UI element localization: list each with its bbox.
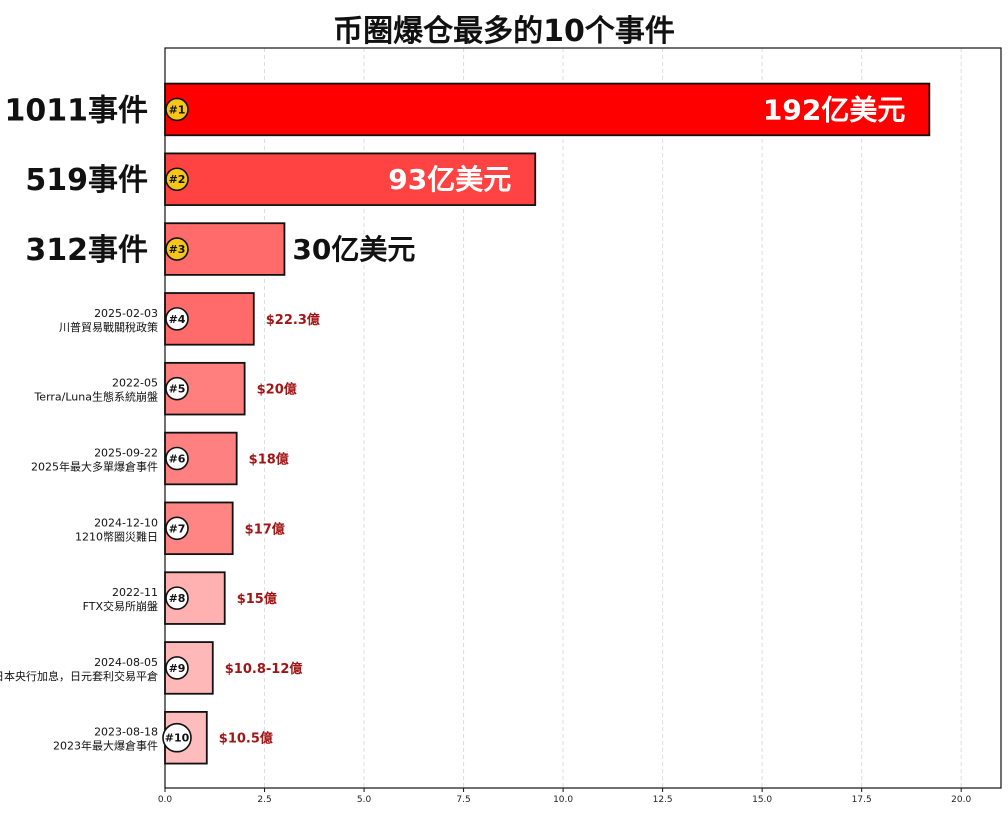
category-label: 1210幣圈災難日 <box>75 530 158 543</box>
rank-badge <box>165 376 189 401</box>
rank-badge-label: #1 <box>169 103 186 116</box>
value-label: $22.3億 <box>266 312 320 328</box>
bar <box>164 82 931 137</box>
rank-badge-label: #4 <box>169 313 186 326</box>
rank-badge-label: #10 <box>165 732 190 745</box>
rank-badge <box>162 722 192 753</box>
rank-badge-label: #9 <box>169 662 186 675</box>
value-label: $20億 <box>257 382 297 398</box>
x-tick-label: 17.5 <box>852 795 872 805</box>
x-tick-label: 2.5 <box>257 795 271 805</box>
category-label: 2023年最大爆倉事件 <box>53 739 158 753</box>
x-tick-label: 12.5 <box>653 795 673 805</box>
category-label: Terra/Luna生態系統崩盤 <box>33 390 158 404</box>
category-label: 2025年最大多單爆倉事件 <box>31 459 158 473</box>
bar <box>164 152 537 206</box>
value-label: 30亿美元 <box>292 233 415 266</box>
value-label: 93亿美元 <box>388 163 511 196</box>
category-label: 519事件 <box>25 163 148 198</box>
category-date: 2022-11 <box>112 586 158 599</box>
x-tick-label: 5.0 <box>357 795 372 805</box>
category-label: 312事件 <box>25 233 148 268</box>
value-label: $15億 <box>237 591 277 607</box>
category-date: 2024-08-05 <box>94 656 158 669</box>
category-date: 2024-12-10 <box>94 516 158 529</box>
category-label: 日本央行加息，日元套利交易平倉 <box>0 669 158 683</box>
x-tick-label: 20.0 <box>951 795 971 805</box>
category-date: 2023-08-18 <box>94 726 158 739</box>
category-date: 2025-02-03 <box>94 307 158 320</box>
category-label: FTX交易所崩盤 <box>83 599 158 613</box>
category-date: 2022-05 <box>112 377 158 390</box>
rank-badge <box>165 237 189 261</box>
rank-badge <box>165 656 189 680</box>
rank-badge-label: #2 <box>169 173 186 186</box>
rank-badge <box>165 516 189 541</box>
rank-badge-label: #7 <box>169 522 186 535</box>
x-tick-label: 0.0 <box>158 795 173 805</box>
rank-badge-label: #6 <box>169 452 186 465</box>
chart-title: 币圈爆仓最多的10个事件 <box>333 14 675 49</box>
rank-badge <box>165 167 189 192</box>
rank-badge <box>165 586 189 610</box>
plot-frame <box>164 47 1002 789</box>
rank-badge <box>165 307 189 331</box>
x-tick-label: 15.0 <box>752 795 772 805</box>
category-date: 2025-09-22 <box>94 446 158 459</box>
category-label: 川普貿易戰關稅政策 <box>59 320 158 334</box>
rank-badge-label: #8 <box>169 592 186 605</box>
value-label: $10.5億 <box>219 731 273 747</box>
rank-badge-label: #3 <box>169 243 186 256</box>
rank-badge-label: #5 <box>169 383 186 396</box>
category-label: 1011事件 <box>5 93 149 128</box>
value-label: 192亿美元 <box>763 93 905 126</box>
rank-badge <box>165 97 189 122</box>
value-label: $10.8-12億 <box>225 661 303 677</box>
x-tick-label: 7.5 <box>456 795 470 805</box>
value-label: $17億 <box>245 521 285 537</box>
value-label: $18億 <box>249 451 289 467</box>
x-tick-label: 10.0 <box>553 795 573 805</box>
rank-badge <box>165 446 189 471</box>
